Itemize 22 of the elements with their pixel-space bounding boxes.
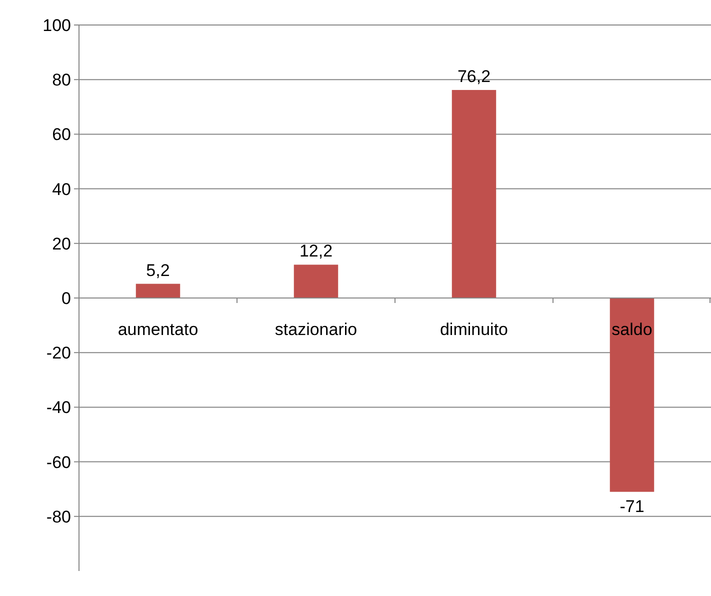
y-tick-label: 60: [52, 125, 71, 144]
y-tick-label: 20: [52, 234, 71, 254]
bar: [610, 298, 654, 492]
y-tick-label: -80: [46, 507, 71, 526]
data-label: -71: [620, 496, 644, 516]
y-tick-label: 0: [62, 288, 71, 308]
data-label: 76,2: [457, 66, 491, 86]
y-tick-label: 100: [42, 16, 71, 35]
y-tick-label: 40: [52, 180, 71, 199]
data-label: 12,2: [299, 242, 333, 261]
y-tick-label: -40: [46, 398, 71, 418]
bar: [452, 90, 496, 298]
y-tick-label: 80: [52, 70, 71, 90]
y-tick-label: -20: [46, 344, 71, 363]
x-tick-label: aumentato: [118, 320, 198, 339]
bar: [136, 284, 180, 298]
x-tick-label: saldo: [612, 320, 652, 339]
x-tick-label: stazionario: [274, 320, 358, 339]
x-tick-label: diminuito: [440, 320, 508, 339]
bar: [294, 264, 338, 298]
y-tick-label: -60: [46, 452, 71, 472]
data-label: 5,2: [146, 260, 170, 280]
